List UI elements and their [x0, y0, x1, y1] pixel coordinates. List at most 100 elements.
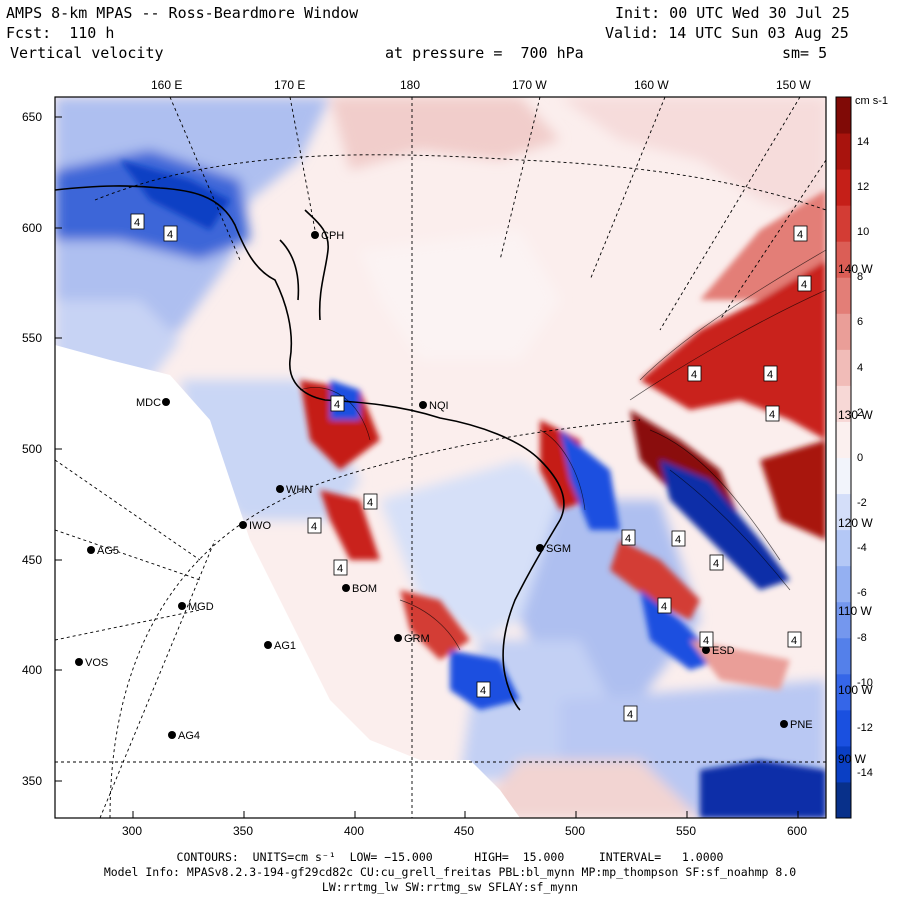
y-tick-350: 350	[22, 774, 43, 788]
pressure-level: at pressure = 700 hPa	[385, 44, 584, 62]
model-info-2: LW:rrtmg_lw SW:rrtmg_sw SFLAY:sf_mynn	[321, 880, 579, 894]
contour-label: 4	[627, 709, 633, 721]
colorbar-swatch	[836, 709, 851, 747]
init-time: Init: 00 UTC Wed 30 Jul 25	[615, 4, 850, 22]
lon-label-150w: 150 W	[776, 78, 811, 92]
contour-label: 4	[337, 563, 343, 575]
lon-label-110w: 110 W	[838, 604, 872, 618]
lon-label-90w: 90 W	[838, 752, 867, 766]
station-dot	[75, 658, 83, 666]
x-tick-300: 300	[122, 824, 143, 838]
colorbar-tick-label: -2	[857, 496, 867, 509]
station-dot	[780, 720, 788, 728]
contour-label: 4	[625, 533, 631, 545]
lon-label-160w: 160 W	[634, 78, 669, 92]
contour-label: 4	[480, 685, 486, 697]
colorbar-swatch	[836, 97, 851, 134]
contour-label-box	[621, 529, 636, 546]
colorbar-swatch	[836, 205, 851, 242]
contour-label: 4	[713, 558, 719, 570]
station-label: BOM	[352, 583, 377, 595]
x-tick-450: 450	[454, 824, 475, 838]
contour-label: 4	[703, 635, 709, 647]
colorbar-swatch	[836, 673, 851, 711]
station-label: PNE	[790, 719, 813, 731]
colorbar-tick-label: 10	[857, 226, 870, 239]
contour-label-box	[699, 631, 714, 648]
lon-label-140w: 140 W	[838, 262, 873, 276]
colorbar-swatch	[836, 745, 851, 783]
station-label: SGM	[546, 543, 571, 555]
contour-label-box	[657, 597, 672, 614]
station-dot	[342, 584, 350, 592]
station-dot	[87, 546, 95, 554]
contour-label-box	[333, 559, 348, 576]
lon-label-170e: 170 E	[274, 78, 306, 92]
station-dot	[276, 485, 284, 493]
station-label: MDC	[136, 397, 161, 409]
contour-label-box	[787, 631, 802, 648]
station-dot	[311, 231, 319, 239]
x-tick-550: 550	[676, 824, 697, 838]
contour-label-box	[130, 213, 145, 230]
colorbar-swatch	[836, 169, 851, 206]
colorbar-swatch	[836, 421, 851, 458]
contour-label-box	[765, 405, 780, 422]
contour-label: 4	[791, 635, 797, 647]
model-info: Model Info: MPASv8.2.3-194-gf29cd82c CU:…	[103, 865, 797, 879]
map-title: AMPS 8-km MPAS -- Ross-Beardmore Window	[6, 4, 359, 22]
station-dot	[239, 521, 247, 529]
contour-label-box	[307, 517, 322, 534]
colorbar-swatch	[836, 277, 851, 314]
contour-label: 4	[801, 279, 807, 291]
y-tick-600: 600	[22, 221, 43, 235]
colorbar-swatch	[836, 133, 851, 170]
colorbar-tick-label: -12	[857, 722, 873, 735]
y-tick-450: 450	[22, 553, 43, 567]
station-label: IWO	[249, 520, 271, 532]
lon-label-100w: 100 W	[838, 683, 873, 697]
contour-label: 4	[367, 497, 373, 509]
colorbar-tick-label: 8	[857, 271, 864, 284]
lon-label-180: 180	[400, 78, 421, 92]
station-dot	[162, 398, 170, 406]
contour-label-box	[671, 530, 686, 547]
contour-label: 4	[661, 601, 667, 613]
contour-label-box	[763, 365, 778, 382]
contour-label: 4	[675, 534, 681, 546]
station-label: VOS	[85, 657, 108, 669]
colorbar-tick-label: -6	[857, 587, 867, 599]
station-dot	[702, 646, 710, 654]
colorbar-swatch	[836, 637, 851, 675]
lon-label-160e: 160 E	[151, 78, 183, 92]
station-label: NQI	[429, 400, 449, 412]
colorbar-frame	[835, 96, 852, 819]
station-dot	[178, 602, 186, 610]
lon-label-130w: 130 W	[838, 408, 873, 422]
y-tick-650: 650	[22, 110, 43, 124]
contour-label: 4	[134, 217, 140, 229]
station-label: MGD	[188, 601, 214, 613]
lon-label-170w: 170 W	[512, 78, 547, 92]
colorbar-tick-label: -14	[857, 767, 873, 780]
valid-time: Valid: 14 UTC Sun 03 Aug 25	[605, 24, 849, 42]
colorbar-tick-label: -8	[857, 632, 867, 645]
y-tick-500: 500	[22, 442, 43, 456]
colorbar-tick-label: 14	[857, 136, 870, 148]
contour-label-box	[709, 554, 724, 571]
x-tick-350: 350	[233, 824, 254, 838]
colorbar-units: cm s-1	[855, 95, 888, 107]
station-label: AG5	[97, 545, 119, 557]
contour-label-box	[330, 395, 345, 412]
colorbar-tick-label: 12	[857, 181, 870, 194]
station-dot	[419, 401, 427, 409]
colorbar-tick-label: -10	[857, 677, 873, 690]
lon-label-120w: 120 W	[838, 516, 873, 530]
contour-label-box	[476, 681, 491, 698]
y-tick-400: 400	[22, 663, 43, 677]
contour-label-box	[793, 225, 808, 242]
contour-label: 4	[767, 369, 773, 381]
map-frame	[54, 96, 827, 819]
contour-label-box	[363, 493, 378, 510]
